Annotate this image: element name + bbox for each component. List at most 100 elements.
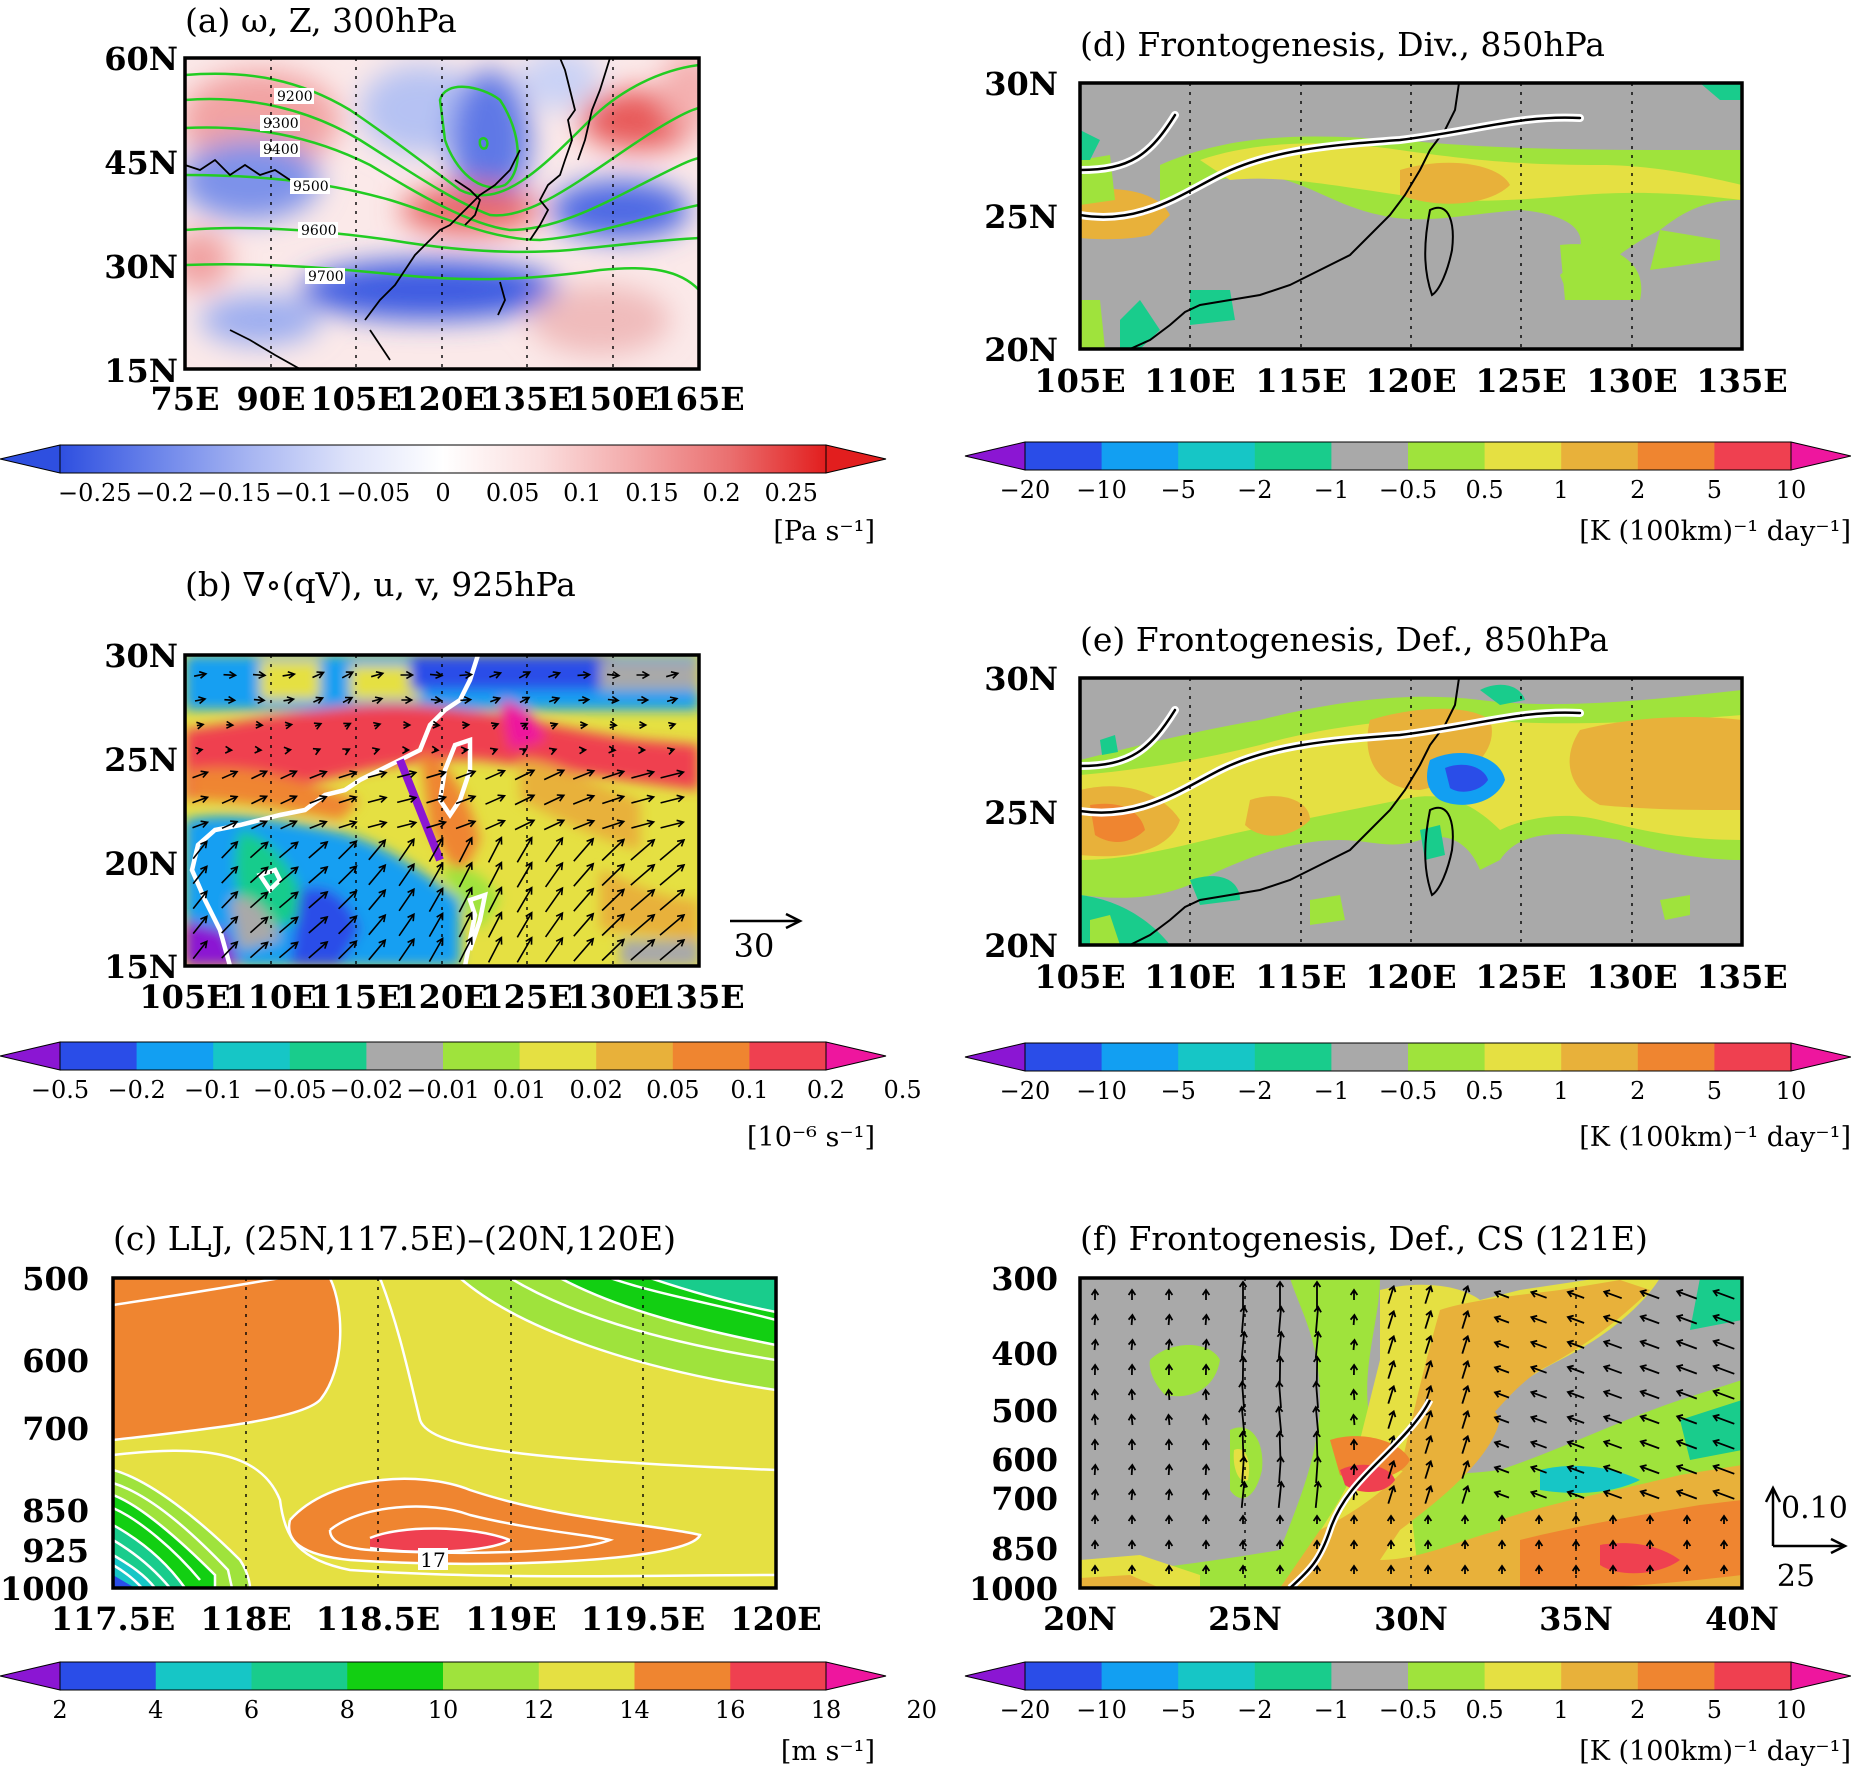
colorbar-c-segment <box>347 1662 444 1690</box>
colorbar-e-segment <box>1331 1043 1409 1071</box>
wind-vector <box>432 720 441 729</box>
wind-vector <box>458 886 473 913</box>
circulation-vector <box>1164 1438 1174 1451</box>
wind-vector <box>487 886 503 913</box>
circulation-vector <box>1127 1313 1137 1326</box>
wind-vector <box>343 722 352 730</box>
wind-vectors <box>192 670 686 963</box>
xtick-b-130e: 130E <box>567 978 658 1016</box>
colorbar-c-tick-label: 20 <box>906 1696 937 1724</box>
wind-vector <box>253 695 266 705</box>
circulation-vector <box>1349 1288 1359 1300</box>
circulation-vector <box>1127 1288 1137 1300</box>
ytick-c-1000: 1000 <box>0 1570 89 1608</box>
circulation-vector <box>1238 1539 1248 1549</box>
circulation-vector <box>1529 1489 1547 1499</box>
circulation-vector <box>1276 1455 1285 1484</box>
colorbar-d-segment <box>1331 442 1409 470</box>
wind-vector <box>487 861 503 888</box>
circulation-vector <box>1423 1539 1433 1549</box>
circulation-vector <box>1387 1359 1397 1379</box>
colorbar-f-tick-label: −0.5 <box>1379 1696 1437 1724</box>
wind-vector <box>666 747 676 755</box>
colorbar-d-segment <box>1178 442 1256 470</box>
wind-vector <box>192 820 210 829</box>
wind-vector <box>249 941 269 959</box>
ytick-a-15n: 15N <box>104 352 178 390</box>
circulation-vectors <box>1090 1280 1735 1574</box>
wind-vector <box>192 890 208 910</box>
wind-vector <box>487 936 503 963</box>
wind-vector <box>544 936 564 963</box>
wind-vector <box>251 795 269 805</box>
circulation-vector <box>1639 1489 1660 1500</box>
wind-vector <box>516 936 533 963</box>
wind-vector <box>368 913 387 936</box>
circulation-vector <box>1127 1438 1137 1451</box>
colorbar-c-segment <box>634 1662 731 1690</box>
circulation-vector <box>1529 1314 1547 1324</box>
circulation-vector <box>1608 1514 1618 1524</box>
circulation-vector <box>1602 1364 1623 1375</box>
xtick-d-105e: 105E <box>1034 362 1125 400</box>
colorbar-d-unit: [K (100km)⁻¹ day⁻¹] <box>1579 516 1851 547</box>
wind-vector <box>487 836 503 863</box>
xtick-c-120e: 120E <box>730 1600 821 1638</box>
colorbar-f-tick-label: 5 <box>1707 1696 1722 1724</box>
wind-vector <box>371 747 381 755</box>
wind-vector <box>485 819 507 830</box>
circulation-vector <box>1424 1359 1434 1379</box>
circulation-vector <box>1493 1290 1510 1299</box>
circulation-vector <box>1460 1539 1470 1549</box>
wind-vector <box>543 819 566 831</box>
colorbar-f-tick-label: 1 <box>1554 1696 1569 1724</box>
wind-vector <box>455 794 477 805</box>
circulation-vector <box>1312 1514 1322 1524</box>
colorbar-b-segment <box>672 1042 750 1070</box>
circulation-vector <box>1493 1340 1510 1349</box>
wind-vector <box>608 745 617 754</box>
wind-vector <box>278 891 299 909</box>
colorbar-e-tick-label: −10 <box>1076 1077 1127 1105</box>
wind-vector <box>368 838 387 861</box>
colorbar-b-segment <box>596 1042 674 1070</box>
colorbar-b-tick-label: 0.1 <box>730 1076 768 1104</box>
wind-vector <box>458 936 473 963</box>
colorbar-d-segment <box>1101 442 1179 470</box>
wind-vector <box>402 745 411 755</box>
circulation-vector <box>1566 1339 1585 1349</box>
wind-vector <box>338 940 358 960</box>
circulation-vector <box>1201 1438 1211 1451</box>
wind-vector <box>192 940 208 960</box>
xtick-b-120e: 120E <box>396 978 487 1016</box>
wind-vector <box>458 836 473 863</box>
wind-vector <box>249 866 269 884</box>
xtick-d-135e: 135E <box>1696 362 1787 400</box>
colorbar-d-segment <box>1025 442 1103 470</box>
colorbar-f-tick-label: −5 <box>1161 1696 1196 1724</box>
circulation-vector <box>1639 1464 1660 1475</box>
colorbar-f-max-arrow <box>1790 1661 1851 1691</box>
wind-vector <box>221 890 239 909</box>
xtick-f-25n: 25N <box>1208 1600 1282 1638</box>
wind-vector <box>630 913 656 936</box>
circulation-vector <box>1090 1488 1100 1501</box>
wind-vector <box>278 841 299 859</box>
ytick-c-700: 700 <box>22 1410 89 1448</box>
wind-vector <box>194 696 207 705</box>
colorbar-f-segment <box>1254 1662 1332 1690</box>
wind-vector <box>249 891 269 909</box>
colorbar-a-tick-label: −0.2 <box>135 479 193 507</box>
circulation-vector <box>1424 1484 1434 1504</box>
wind-vector <box>403 720 412 730</box>
colorbar-b-tick-label: 0.5 <box>884 1076 922 1104</box>
circulation-vector <box>1497 1564 1507 1574</box>
wind-vector <box>631 794 656 804</box>
circulation-vector <box>1090 1514 1100 1524</box>
circulation-vector <box>1639 1289 1660 1300</box>
colorbar-d-segment <box>1254 442 1332 470</box>
circulation-vector <box>1238 1514 1248 1524</box>
colorbar-a-gradient <box>60 445 826 473</box>
ytick-f-850: 850 <box>991 1530 1058 1568</box>
wind-vector <box>313 696 325 704</box>
